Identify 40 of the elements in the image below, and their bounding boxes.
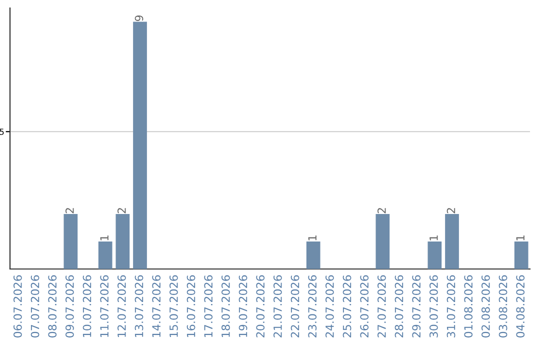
x-tick-label: 30.07.2026 [429, 275, 438, 338]
x-tick-label: 27.07.2026 [377, 275, 386, 338]
x-tick-label: 10.07.2026 [82, 275, 92, 337]
x-tick-label: 24.07.2026 [325, 275, 334, 338]
x-tick-label: 02.08.2026 [481, 275, 490, 338]
x-tick-label: 25.07.2026 [342, 275, 352, 338]
x-tick-label: 16.07.2026 [186, 275, 196, 337]
x-tick-label: 04.08.2026 [516, 275, 525, 338]
x-tick-label: 23.07.2026 [308, 275, 317, 338]
data-label: 1 [308, 235, 316, 240]
x-tick-label: 22.07.2026 [290, 275, 300, 338]
data-label: 9 [134, 15, 144, 22]
x-tick-label: 18.07.2026 [221, 275, 230, 337]
data-label: 1 [516, 235, 524, 240]
x-tick-label: 03.08.2026 [498, 275, 508, 338]
y-tick-label: 5 [0, 128, 4, 135]
x-tick-label: 11.07.2026 [100, 275, 109, 337]
x-tick-label: 01.08.2026 [464, 275, 473, 338]
x-tick-label: 20.07.2026 [256, 275, 265, 338]
x-tick-label: 28.07.2026 [394, 275, 404, 338]
x-tick-label: 31.07.2026 [446, 275, 456, 338]
x-tick-label: 19.07.2026 [238, 275, 248, 337]
x-tick-label: 17.07.2026 [204, 275, 213, 337]
data-label: 1 [100, 235, 108, 240]
x-tick-label: 21.07.2026 [273, 275, 282, 338]
data-label: 2 [117, 208, 126, 214]
x-tick-label: 08.07.2026 [48, 275, 57, 338]
x-tick-label: 26.07.2026 [360, 275, 369, 338]
x-tick-label: 14.07.2026 [152, 275, 161, 337]
x-tick-label: 06.07.2026 [13, 275, 22, 338]
x-tick-label: 07.07.2026 [30, 275, 40, 338]
x-tick-label: 13.07.2026 [134, 275, 144, 337]
data-label: 1 [430, 235, 438, 240]
x-tick-label: 29.07.2026 [412, 275, 421, 338]
x-tick-label: 15.07.2026 [169, 275, 178, 337]
data-label: 2 [377, 208, 386, 214]
data-label: 2 [65, 208, 74, 214]
x-tick-label: 09.07.2026 [65, 275, 74, 338]
data-label: 2 [446, 208, 456, 214]
x-tick-label: 12.07.2026 [117, 275, 126, 337]
